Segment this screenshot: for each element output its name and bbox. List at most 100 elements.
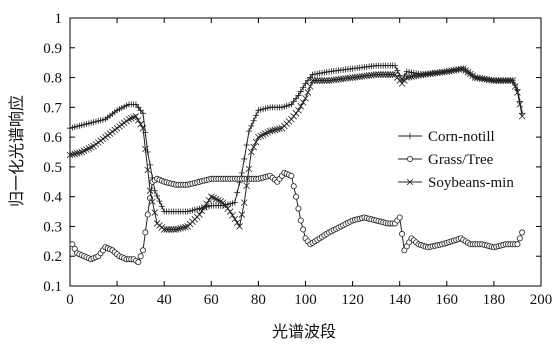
point-marker-x: [276, 125, 283, 133]
point-marker-circle: [137, 253, 144, 260]
point-marker-x: [406, 178, 414, 186]
point-marker-x: [243, 182, 250, 190]
x-tick-label: 160: [436, 292, 459, 308]
point-marker-x: [389, 71, 396, 78]
y-tick-label: 0.9: [43, 41, 62, 57]
point-marker-x: [302, 95, 309, 102]
point-marker-plus: [158, 203, 165, 210]
x-tick-label: 20: [110, 292, 125, 308]
point-marker-x: [492, 77, 500, 84]
point-marker-x: [137, 120, 144, 128]
x-tick-label: 60: [204, 292, 219, 308]
x-tick-label: 140: [388, 292, 411, 308]
point-marker-plus: [300, 84, 307, 91]
point-marker-x: [297, 103, 305, 110]
y-tick-label: 0.8: [43, 71, 62, 87]
series-soybeans-min: [66, 65, 526, 233]
point-marker-x: [205, 196, 213, 204]
point-marker-plus: [156, 198, 163, 205]
point-marker-x: [507, 77, 514, 84]
point-marker-x: [222, 202, 229, 209]
point-marker-x: [386, 71, 394, 78]
point-marker-x: [398, 80, 406, 87]
point-marker-circle: [69, 241, 76, 248]
point-marker-x: [163, 226, 170, 233]
point-marker-circle: [290, 183, 297, 190]
point-marker-x: [295, 107, 302, 114]
point-marker-x: [238, 211, 246, 218]
point-marker-circle: [519, 229, 526, 236]
point-marker-x: [200, 204, 208, 211]
point-marker-x: [511, 83, 519, 90]
point-marker-circle: [399, 230, 406, 237]
point-marker-x: [252, 138, 260, 146]
point-marker-x: [309, 77, 316, 84]
point-marker-plus: [147, 161, 154, 168]
y-tick-label: 0.5: [43, 160, 62, 176]
point-marker-x: [518, 112, 526, 120]
point-marker-x: [142, 145, 149, 153]
x-tick-label: 200: [530, 292, 553, 308]
point-marker-circle: [396, 214, 403, 221]
point-marker-plus: [250, 117, 257, 124]
point-marker-x: [318, 77, 326, 84]
point-marker-x: [198, 207, 206, 215]
point-marker-x: [377, 71, 385, 78]
x-tick-label: 120: [341, 292, 364, 308]
point-marker-plus: [245, 128, 252, 135]
point-marker-plus: [241, 155, 248, 162]
point-marker-plus: [234, 189, 241, 196]
point-marker-x: [250, 143, 257, 151]
point-marker-plus: [407, 133, 413, 139]
point-marker-x: [514, 89, 521, 96]
point-marker-plus: [243, 142, 250, 149]
point-marker-x: [233, 219, 241, 227]
point-marker-x: [135, 116, 142, 124]
point-marker-x: [151, 209, 159, 216]
point-marker-circle: [71, 245, 78, 252]
point-marker-x: [182, 223, 189, 231]
x-tick-label: 100: [294, 292, 317, 308]
point-marker-x: [490, 77, 498, 84]
series-line: [69, 68, 523, 230]
point-marker-x: [321, 77, 328, 84]
point-marker-x: [130, 113, 137, 121]
point-marker-x: [495, 77, 502, 84]
point-marker-x: [132, 112, 140, 120]
point-marker-circle: [406, 155, 413, 162]
point-marker-x: [379, 71, 387, 78]
point-marker-x: [229, 211, 236, 219]
x-axis-title: 光谱波段: [272, 323, 336, 341]
point-marker-plus: [154, 192, 161, 199]
point-marker-x: [203, 200, 210, 208]
point-marker-x: [391, 71, 399, 78]
point-marker-plus: [391, 62, 398, 69]
point-marker-plus: [140, 110, 147, 117]
point-marker-x: [504, 77, 512, 84]
point-marker-plus: [295, 92, 302, 99]
point-marker-x: [167, 226, 175, 233]
point-marker-plus: [231, 199, 238, 206]
point-marker-x: [290, 112, 298, 120]
y-tick-label: 0.1: [43, 279, 62, 295]
point-marker-x: [311, 77, 319, 84]
x-tick-label: 180: [483, 292, 506, 308]
y-tick-label: 1: [55, 11, 63, 27]
point-marker-x: [396, 77, 403, 84]
y-tick-label: 0.3: [43, 219, 62, 235]
point-marker-x: [127, 114, 135, 122]
legend-label: Soybeans-min: [428, 175, 514, 191]
point-marker-circle: [516, 235, 523, 242]
point-marker-x: [375, 71, 382, 78]
point-marker-x: [313, 77, 321, 84]
x-tick-label: 0: [66, 292, 74, 308]
series-grass-tree: [69, 169, 526, 266]
point-marker-x: [304, 89, 312, 96]
point-marker-x: [125, 115, 133, 123]
point-marker-x: [146, 187, 154, 194]
point-marker-x: [224, 205, 232, 212]
legend-label: Grass/Tree: [428, 152, 494, 168]
plot-series: [66, 62, 526, 266]
x-tick-label: 40: [157, 292, 172, 308]
